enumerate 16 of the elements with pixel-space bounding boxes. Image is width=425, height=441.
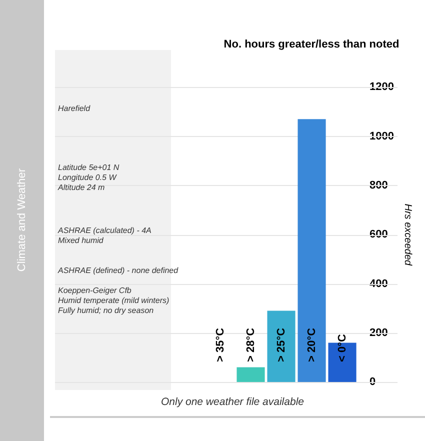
text: Only one weather file available: [160, 396, 305, 408]
text: Koeppen-Geiger Cfb Humid temperate (mild winters) Fully humid; no dry season: [58, 286, 170, 316]
x-tick-label: > 20°C: [306, 328, 318, 362]
bar: [267, 310, 296, 382]
y-axis-title: Hrs exceeded: [402, 204, 414, 266]
text: ASHRAE (calculated) - 4A Mixed humid: [58, 226, 152, 246]
bar: [298, 119, 326, 382]
x-tick-label: < 0°C: [336, 334, 348, 362]
x-tick-label: > 28°C: [244, 328, 257, 362]
x-tick-label: > 35°C: [214, 328, 226, 362]
text: Latitude 5e+01 N Longitude 0.5 W Altitude 24 m: [58, 163, 120, 193]
chart-title: No. hours greater/less than noted: [224, 38, 400, 51]
text: Harefield: [58, 104, 90, 114]
x-tick-label: > 25°C: [275, 328, 288, 362]
bar: [236, 367, 265, 382]
text: ASHRAE (defined) - none defined: [58, 266, 178, 276]
